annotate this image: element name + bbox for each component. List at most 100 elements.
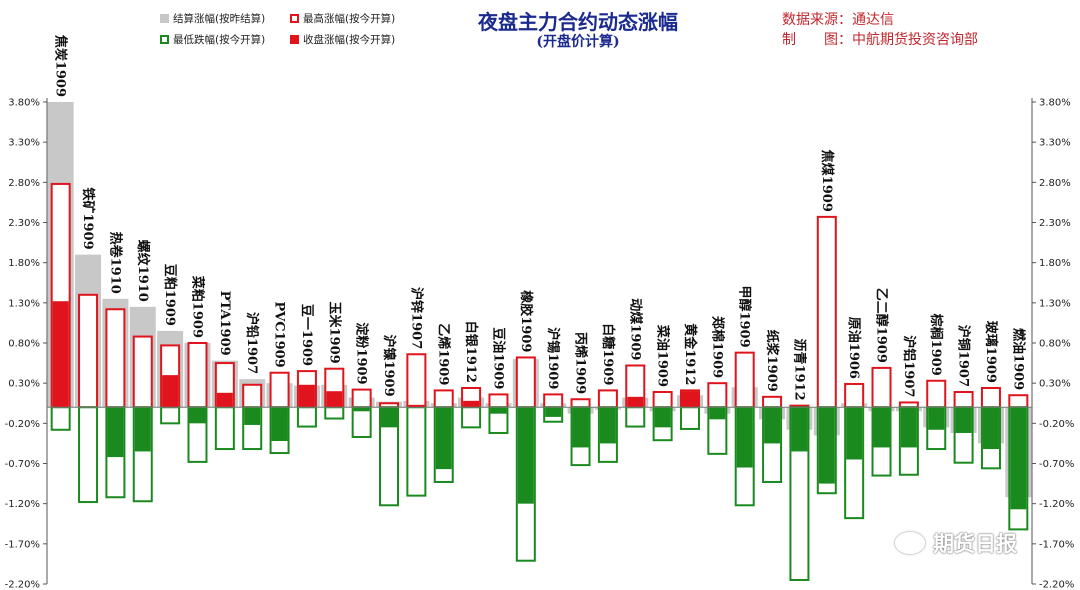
category-label: 铁矿1909	[80, 186, 96, 249]
source-line: 数据来源：通达信	[782, 12, 894, 28]
high-bar	[844, 382, 865, 409]
close-bar	[791, 407, 808, 452]
close-bar	[52, 301, 69, 408]
category-label: 玉米1909	[326, 302, 342, 364]
maker-line: 制 图：中航期货投资咨询部	[782, 32, 978, 48]
category-label: 黄金1912	[682, 323, 698, 385]
category-label: 乙烯1909	[436, 323, 452, 385]
category-label: 菜粕1909	[189, 275, 205, 338]
close-bar	[928, 407, 945, 430]
category-label: PVC1909	[272, 301, 287, 367]
high-bar	[351, 388, 372, 409]
close-bar	[353, 407, 370, 412]
category-label: 沪铝1907	[901, 335, 917, 397]
category-label: 动煤1909	[627, 298, 643, 360]
category-label: 焦炭1909	[53, 34, 69, 97]
category-label: 热卷1910	[107, 232, 123, 294]
y-tick-label-left: -1.20%	[5, 499, 40, 510]
y-tick-label-left: 2.80%	[8, 178, 40, 189]
legend-swatch-settle	[160, 14, 169, 23]
category-label: 沪锡1909	[545, 327, 561, 389]
legend-item-high: 最高涨幅(按今开算)	[290, 11, 395, 26]
high-bar	[406, 353, 427, 409]
high-bar	[269, 371, 290, 409]
y-tick-label-left: -1.70%	[5, 539, 40, 550]
category-label: 燃油1909	[1010, 328, 1026, 390]
category-label: 沪镍1909	[381, 334, 397, 396]
watermark-text: 期货日报	[933, 532, 1017, 556]
high-bar	[926, 379, 947, 409]
category-label: 甲醇1909	[737, 285, 753, 347]
close-bar	[244, 407, 261, 425]
close-bar	[298, 384, 315, 408]
low-bar	[296, 406, 317, 428]
high-bar	[105, 308, 126, 409]
legend-item-close: 收盘涨幅(按今开算)	[290, 32, 395, 47]
high-bar	[597, 389, 618, 409]
high-bar	[78, 293, 99, 409]
close-bar	[955, 407, 972, 433]
legend-swatch-high	[290, 14, 299, 23]
high-bar	[871, 366, 892, 409]
high-bar	[132, 335, 153, 409]
category-label: 棕榈1909	[928, 313, 944, 376]
category-label: 丙烯1909	[573, 332, 589, 394]
category-label: 豆油1909	[490, 327, 506, 389]
high-bar	[570, 398, 591, 409]
category-label: 玻璃1909	[983, 321, 999, 383]
chart-title: 夜盘主力合约动态涨幅	[478, 10, 678, 34]
chart-subtitle: (开盘价计算)	[536, 34, 620, 50]
close-bar	[873, 407, 890, 448]
low-bar	[461, 406, 482, 429]
y-tick-label-left: -2.20%	[5, 580, 40, 590]
y-tick-label-right: -0.20%	[1039, 419, 1074, 430]
low-bar	[214, 406, 235, 451]
close-bar	[326, 391, 343, 408]
close-bar	[846, 407, 863, 460]
y-tick-label-left: 3.30%	[8, 138, 40, 149]
category-label: 沪锌1907	[408, 287, 424, 349]
low-bar	[324, 406, 345, 420]
y-tick-label-right: 3.30%	[1039, 138, 1071, 149]
y-tick-label-right: 1.30%	[1039, 298, 1071, 309]
y-tick-label-right: -2.20%	[1039, 580, 1074, 590]
y-tick-label-left: 0.80%	[8, 339, 40, 350]
category-label: 纸浆1909	[764, 330, 780, 392]
legend-item-settle: 结算涨幅(按昨结算)	[160, 11, 265, 26]
legend-label-close: 收盘涨幅(按今开算)	[303, 34, 396, 46]
legend-swatch-close	[290, 35, 299, 44]
high-bar	[543, 393, 564, 409]
high-bar	[953, 391, 974, 409]
category-label: 螺纹1910	[135, 240, 151, 302]
close-bar	[900, 407, 917, 448]
y-tick-label-right: -1.20%	[1039, 499, 1074, 510]
category-label: 原油1906	[846, 317, 862, 379]
close-bar	[107, 407, 124, 458]
y-tick-label-right: -0.70%	[1039, 459, 1074, 470]
close-bar	[381, 407, 398, 428]
close-bar	[271, 407, 288, 442]
y-tick-label-right: 0.30%	[1039, 379, 1071, 390]
close-bar	[654, 407, 671, 428]
legend-item-low: 最低跌幅(按今开算)	[160, 32, 265, 47]
legend-label-settle: 结算涨幅(按昨结算)	[173, 13, 266, 25]
close-bar	[189, 407, 206, 424]
category-label: 乙二醇1909	[874, 288, 890, 363]
high-bar	[762, 395, 783, 409]
high-bar	[242, 383, 263, 409]
high-bar	[1008, 394, 1029, 409]
close-bar	[490, 407, 507, 414]
close-bar	[599, 407, 616, 444]
close-bar	[463, 400, 480, 408]
category-label: 菜油1909	[655, 324, 671, 387]
y-tick-label-right: 2.30%	[1039, 218, 1071, 229]
close-bar	[764, 407, 781, 444]
high-bar	[734, 351, 755, 409]
close-bar	[216, 392, 233, 408]
low-bar	[160, 406, 181, 425]
category-label: 豆一1909	[299, 304, 314, 366]
close-bar	[572, 407, 589, 448]
high-bar	[433, 389, 454, 409]
high-bar	[980, 386, 1001, 409]
